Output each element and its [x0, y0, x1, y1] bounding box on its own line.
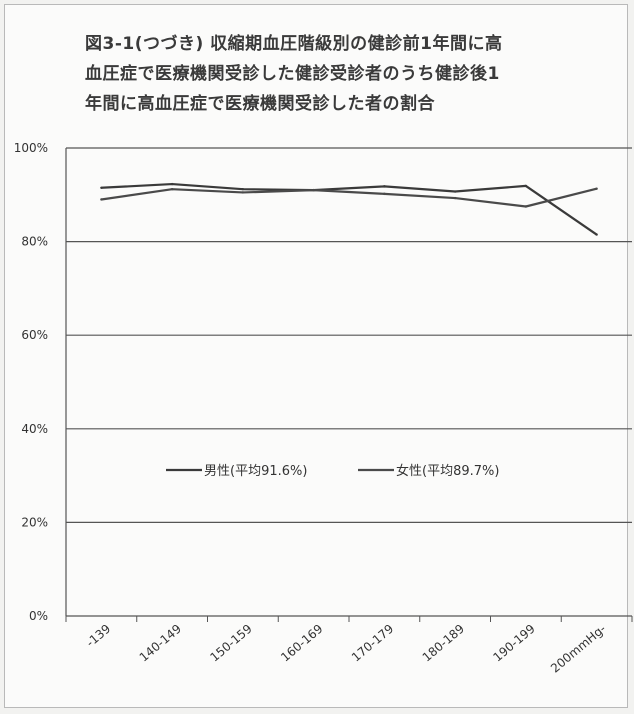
x-tick-label: 140-149: [137, 622, 184, 665]
data-point: [595, 187, 598, 190]
x-tick-label: 150-159: [207, 622, 254, 665]
y-tick-label: 80%: [21, 235, 48, 249]
x-tick-label: 180-189: [420, 622, 467, 665]
y-tick-label: 0%: [29, 609, 48, 623]
chart-title-line-3: 年間に高血圧症で医療機関受診した者の割合: [85, 94, 435, 114]
y-tick-label: 20%: [21, 515, 48, 529]
data-point: [453, 196, 457, 200]
data-point: [241, 191, 245, 194]
y-tick-label: 100%: [14, 141, 48, 155]
data-point: [100, 198, 103, 201]
data-point: [383, 185, 386, 188]
legend-label: 男性(平均91.6%): [204, 464, 307, 479]
x-tick-label: -139: [83, 622, 113, 650]
data-point: [170, 187, 174, 191]
series-line-1: [101, 182, 598, 236]
data-point: [170, 182, 174, 186]
chart-title-line-1: 図3-1(つづき) 収縮期血圧階級別の健診前1年間に高: [85, 34, 503, 54]
data-point: [312, 188, 315, 192]
chart-frame: 図3-1(つづき) 収縮期血圧階級別の健診前1年間に高 血圧症で医療機関受診した…: [4, 4, 628, 708]
data-point: [100, 186, 103, 189]
data-point: [453, 190, 457, 193]
data-point: [241, 187, 245, 191]
data-point: [524, 205, 528, 208]
data-point: [524, 184, 528, 188]
x-tick-label: 170-179: [349, 622, 396, 665]
x-tick-label: 190-199: [490, 622, 537, 665]
series-line-2: [101, 187, 597, 208]
y-tick-label: 60%: [21, 328, 48, 342]
y-tick-label: 40%: [21, 422, 48, 436]
x-tick-label: 200mmHg-: [548, 622, 609, 676]
chart-title-line-2: 血圧症で医療機関受診した健診受診者のうち健診後1: [85, 64, 500, 84]
legend-label: 女性(平均89.7%): [396, 463, 499, 479]
x-tick-label: 160-169: [278, 622, 325, 665]
data-point: [383, 192, 386, 196]
data-point: [595, 233, 598, 236]
